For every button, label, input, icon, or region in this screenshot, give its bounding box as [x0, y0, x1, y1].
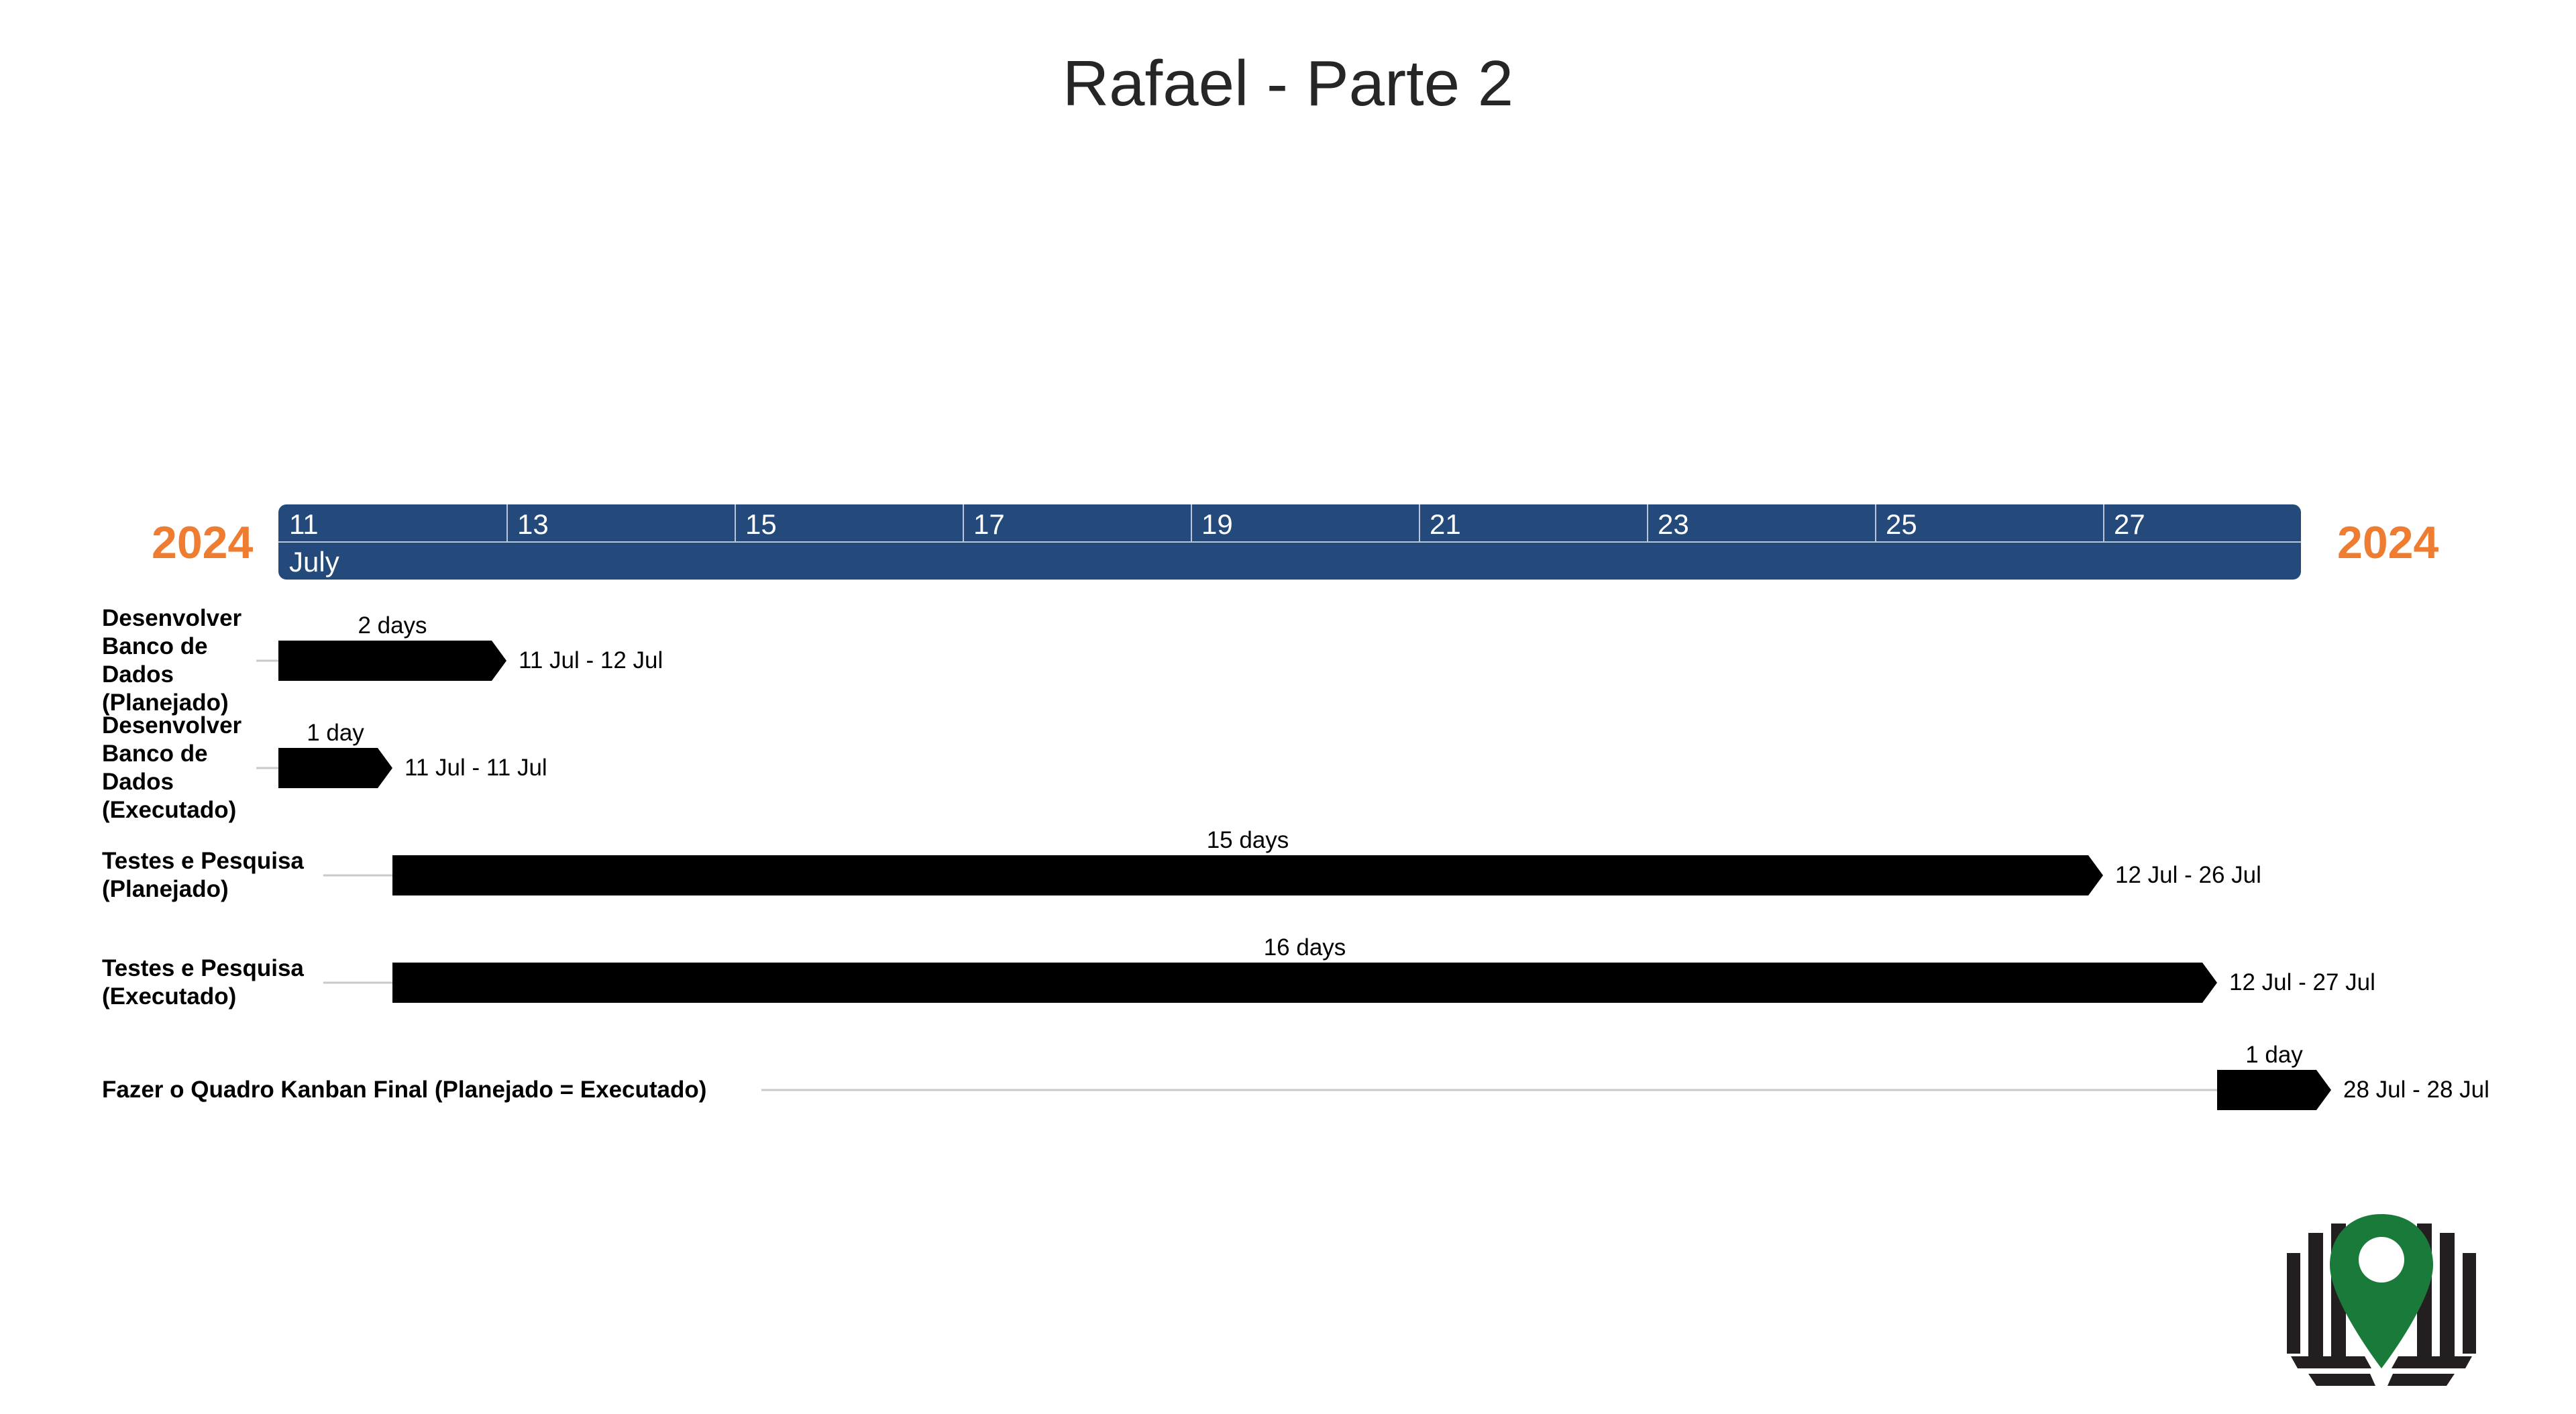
- timescale-tick-label: 19: [1201, 508, 1233, 540]
- task-date-label: 28 Jul - 28 Jul: [2343, 1077, 2489, 1103]
- task-label-line: Banco de: [102, 741, 208, 767]
- task-bar: [278, 641, 506, 681]
- task-label-line: (Planejado): [102, 690, 229, 716]
- timescale-tick-line: [506, 504, 508, 542]
- task-date-label: 11 Jul - 12 Jul: [519, 647, 663, 673]
- task-duration-label: 1 day: [307, 720, 364, 746]
- task-duration-label: 15 days: [1206, 827, 1289, 853]
- timescale-tick-line: [1875, 504, 1876, 542]
- timescale-tick-label: 21: [1430, 508, 1461, 540]
- timescale-tick-line: [2103, 504, 2104, 542]
- task-label-line: (Executado): [102, 797, 237, 823]
- task-duration-label: 1 day: [2245, 1042, 2303, 1068]
- task-label-line: (Planejado): [102, 876, 229, 902]
- task-label-line: Desenvolver: [102, 605, 242, 631]
- task-bar: [2217, 1070, 2331, 1110]
- timescale-divider: [278, 541, 2301, 543]
- timescale-tick-line: [1419, 504, 1420, 542]
- task-label: Testes e Pesquisa (Executado): [102, 955, 304, 1011]
- task-label-line: Testes e Pesquisa: [102, 955, 304, 981]
- task-bar: [392, 963, 2217, 1003]
- year-label-left: 2024: [152, 517, 254, 568]
- task-bar: [392, 855, 2103, 895]
- task-label-line: (Executado): [102, 983, 237, 1010]
- timescale-tick-label: 27: [2114, 508, 2145, 540]
- task-date-label: 12 Jul - 26 Jul: [2115, 862, 2261, 888]
- chart-title: Rafael - Parte 2: [1062, 48, 1514, 119]
- task-label-line: Dados: [102, 661, 174, 688]
- timescale-bar: July 11 13 15 17 19 21 23 25 27: [278, 504, 2301, 580]
- task-label: Fazer o Quadro Kanban Final (Planejado =…: [102, 1076, 706, 1104]
- timescale-tick-line: [735, 504, 736, 542]
- task-label-line: Banco de: [102, 633, 208, 659]
- task-label: Desenvolver Banco de Dados (Planejado): [102, 604, 241, 717]
- timescale-tick-label: 11: [289, 508, 319, 540]
- task-label-line: Testes e Pesquisa: [102, 848, 304, 874]
- task-duration-label: 16 days: [1263, 934, 1346, 961]
- timescale-tick-label: 23: [1658, 508, 1689, 540]
- institution-logo: [2287, 1214, 2476, 1386]
- task-label-line: Dados: [102, 769, 174, 795]
- timescale-tick-label: 13: [517, 508, 549, 540]
- timescale-tick-label: 15: [745, 508, 777, 540]
- task-label-line: Fazer o Quadro Kanban Final (Planejado =…: [102, 1077, 707, 1103]
- timescale-tick-line: [963, 504, 964, 542]
- task-duration-label: 2 days: [358, 612, 427, 639]
- timescale-tick-line: [1191, 504, 1192, 542]
- timescale-tick-label: 25: [1886, 508, 1917, 540]
- task-date-label: 11 Jul - 11 Jul: [405, 755, 547, 781]
- task-label: Desenvolver Banco de Dados (Executado): [102, 712, 241, 824]
- task-label: Testes e Pesquisa (Planejado): [102, 847, 304, 904]
- task-label-line: Desenvolver: [102, 712, 242, 739]
- timescale-tick-label: 17: [973, 508, 1005, 540]
- month-label: July: [289, 546, 339, 578]
- year-label-right: 2024: [2337, 517, 2439, 568]
- task-bar: [278, 748, 392, 788]
- timescale-tick-line: [1647, 504, 1648, 542]
- task-date-label: 12 Jul - 27 Jul: [2229, 969, 2375, 995]
